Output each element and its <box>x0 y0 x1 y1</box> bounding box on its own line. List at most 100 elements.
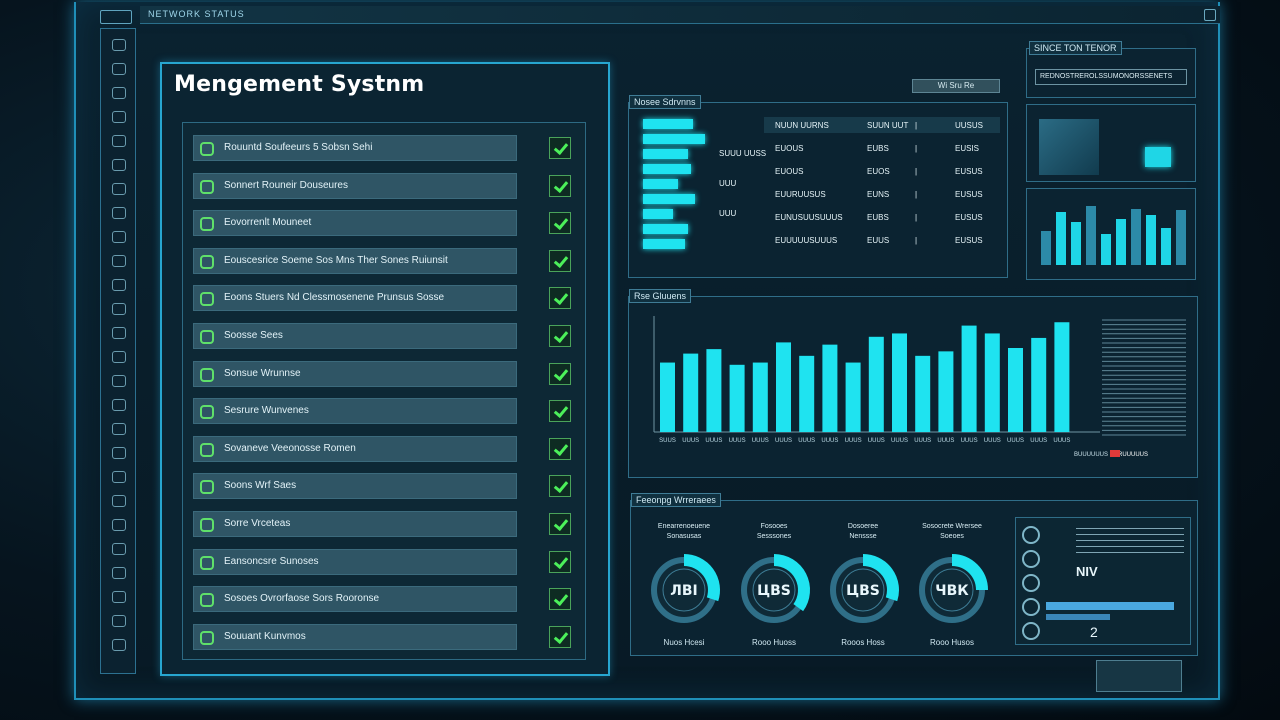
status-check-icon[interactable] <box>549 212 571 235</box>
side-digit: 2 <box>1090 624 1098 640</box>
status-circle-icon[interactable] <box>1022 598 1040 616</box>
status-check-icon[interactable] <box>549 437 571 460</box>
sidebar-nav-icon[interactable] <box>112 375 126 387</box>
list-item[interactable]: Eansoncsre Sunoses <box>193 548 517 575</box>
status-check-icon[interactable] <box>549 400 571 423</box>
checkbox-icon[interactable] <box>200 367 214 382</box>
checkbox-icon[interactable] <box>200 480 214 495</box>
checkbox-icon[interactable] <box>200 292 214 307</box>
checkbox-icon[interactable] <box>200 405 214 420</box>
list-item[interactable]: Eoons Stuers Nd Clessmosenene Prunsus So… <box>193 285 517 312</box>
table-cell: EUSIS <box>955 144 980 153</box>
checkbox-icon[interactable] <box>200 518 214 532</box>
gauge-value: ЦВS <box>846 583 880 599</box>
sidebar-nav-icon[interactable] <box>112 471 126 483</box>
status-bar <box>643 239 685 249</box>
sidebar-nav-icon[interactable] <box>112 591 126 603</box>
sidebar-nav-icon[interactable] <box>112 135 126 147</box>
status-bar <box>643 194 695 204</box>
list-item[interactable]: Souuant Kunvmos <box>193 623 517 650</box>
sidebar-nav-icon[interactable] <box>112 63 126 75</box>
list-item[interactable]: Sovaneve Veeonosse Romen <box>193 435 517 462</box>
status-circle-icon[interactable] <box>1022 622 1040 640</box>
x-tick-label: UUUS <box>705 438 722 444</box>
checkbox-icon[interactable] <box>200 330 214 344</box>
list-item[interactable]: Eovorrenlt Mouneet <box>193 210 517 237</box>
table-cell: EUSUS <box>955 213 983 222</box>
status-check-icon[interactable] <box>549 137 571 159</box>
status-check-icon[interactable] <box>549 325 571 347</box>
status-check-icon[interactable] <box>549 625 571 648</box>
sidebar-nav-icon[interactable] <box>112 399 126 411</box>
status-check-icon[interactable] <box>549 475 571 498</box>
list-item[interactable]: Sorre Vrceteas <box>193 511 517 537</box>
status-circle-icon[interactable] <box>1022 526 1040 544</box>
menu-button[interactable] <box>100 10 132 24</box>
sidebar-nav-icon[interactable] <box>112 231 126 243</box>
legend-entry: BUUUUUUS <box>1074 452 1108 458</box>
table-cell: UUSUS <box>955 121 984 130</box>
filter-button[interactable]: Wi Sru Re <box>912 79 1000 93</box>
checkbox-icon[interactable] <box>200 630 214 645</box>
status-check-icon[interactable] <box>549 249 571 272</box>
checkbox-icon[interactable] <box>200 179 214 194</box>
list-item[interactable]: Sesrure Wunvenes <box>193 398 517 425</box>
x-tick-label: SUUS <box>659 438 676 444</box>
sidebar-nav-icon[interactable] <box>112 519 126 531</box>
list-item[interactable]: Eouscesrice Soeme Sos Mns Ther Sones Rui… <box>193 247 517 274</box>
list-item-label: Sovaneve Veeonosse Romen <box>224 442 356 454</box>
close-icon[interactable] <box>1204 9 1216 21</box>
bar-chart-panel: Rse Gluuens <box>628 289 1198 478</box>
sidebar-nav-icon[interactable] <box>112 159 126 171</box>
status-check-icon[interactable] <box>549 513 571 535</box>
checkbox-icon[interactable] <box>200 442 214 457</box>
sidebar-nav-icon[interactable] <box>112 351 126 363</box>
status-check-icon[interactable] <box>549 362 571 385</box>
checkbox-icon[interactable] <box>200 217 214 232</box>
status-check-icon[interactable] <box>549 287 571 310</box>
sidebar-nav-icon[interactable] <box>112 111 126 123</box>
checkbox-icon[interactable] <box>200 254 214 269</box>
sidebar-nav-icon[interactable] <box>112 423 126 435</box>
sidebar-nav-icon[interactable] <box>112 447 126 459</box>
list-item[interactable]: Soosse Sees <box>193 323 517 349</box>
checkbox-icon[interactable] <box>200 555 214 570</box>
sidebar-nav-icon[interactable] <box>112 279 126 291</box>
sidebar-nav-icon[interactable] <box>112 615 126 627</box>
status-check-icon[interactable] <box>549 174 571 197</box>
sidebar-nav-icon[interactable] <box>112 183 126 195</box>
sidebar-nav-icon[interactable] <box>112 207 126 219</box>
list-item[interactable]: Rouuntd Soufeeurs 5 Sobsn Sehi <box>193 135 517 161</box>
gauge-tag: Feeonpg Wrreraees <box>631 493 721 507</box>
list-item-label: Eovorrenlt Mouneet <box>224 217 312 229</box>
mini-header-panel: SINCE TON TENOR REDNOSTREROLSSUMONORSSEN… <box>1026 41 1196 98</box>
status-check-icon[interactable] <box>549 550 571 573</box>
sidebar-nav-icon[interactable] <box>112 567 126 579</box>
list-item[interactable]: Soons Wrf Saes <box>193 473 517 500</box>
sidebar-nav-icon[interactable] <box>112 327 126 339</box>
sidebar-nav-icon[interactable] <box>112 543 126 555</box>
list-item[interactable]: Sonnert Rouneir Douseures <box>193 172 517 199</box>
sidebar-nav-icon[interactable] <box>112 255 126 267</box>
footer-control[interactable] <box>1096 660 1182 692</box>
status-circle-icon[interactable] <box>1022 574 1040 592</box>
sidebar-nav-icon[interactable] <box>112 495 126 507</box>
table-cell: EUNUSUUSUUUS <box>775 213 843 222</box>
sidebar-nav-icon[interactable] <box>112 87 126 99</box>
chart-bar <box>799 355 815 432</box>
checkbox-icon[interactable] <box>200 593 214 608</box>
table-divider: | <box>915 167 918 176</box>
status-circle-icon[interactable] <box>1022 550 1040 568</box>
sidebar-nav-icon[interactable] <box>112 639 126 651</box>
sidebar-nav-icon[interactable] <box>112 303 126 315</box>
status-check-icon[interactable] <box>549 588 571 611</box>
sidebar-nav-icon[interactable] <box>112 39 126 51</box>
page-title: Mengement Systnm <box>174 72 425 97</box>
map-thumbnail <box>1039 119 1099 175</box>
list-item[interactable]: Sosoes Ovrorfaose Sors Rooronse <box>193 586 517 613</box>
list-item[interactable]: Sonsue Wrunnse <box>193 360 517 387</box>
status-table-panel: Nosee Sdrvnns SUUU UUSS UUU UUU NUUN UURNS S… <box>628 95 1008 278</box>
checkbox-icon[interactable] <box>200 142 214 156</box>
table-header-band <box>764 117 1000 133</box>
status-bar <box>643 224 688 234</box>
